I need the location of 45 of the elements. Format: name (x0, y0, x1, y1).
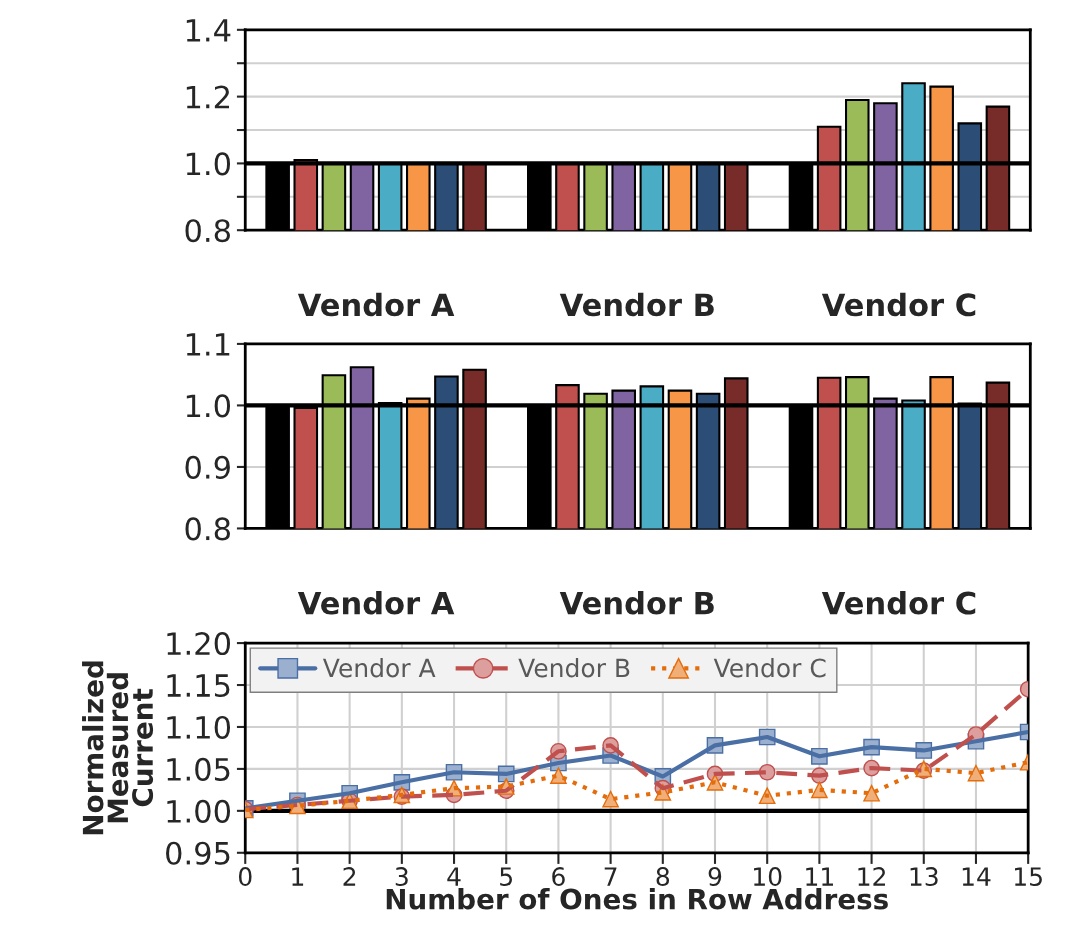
x-tick-label: Vendor A (297, 590, 455, 615)
x-tick-label: 1 (292, 867, 304, 886)
point (602, 790, 619, 808)
x-tick-label: 10 (754, 867, 782, 887)
x-tick-label: Vendor C (821, 590, 976, 615)
x-tick-label: 3 (395, 867, 408, 887)
x-tick-label: 8 (656, 867, 670, 887)
x-tick-label: 12 (858, 867, 885, 886)
x-axis-title: Number of Ones in Row Address (386, 888, 888, 910)
x-tick-label: 15 (1015, 867, 1042, 887)
y-tick-label: 0.8 (185, 219, 230, 243)
y-tick-label: 0.95 (166, 841, 230, 865)
y-tick-label: 0.9 (185, 455, 230, 479)
x-tick-label: 0 (238, 867, 252, 887)
y-tick-label: 1.2 (186, 85, 230, 109)
x-tick-label: 5 (500, 867, 512, 887)
x-tick-label: 6 (552, 867, 565, 887)
point (967, 764, 985, 782)
x-tick-label: Vendor B (559, 590, 714, 615)
point (811, 781, 828, 799)
x-tick-label: 4 (447, 867, 461, 886)
y-tick-label: 1.00 (167, 799, 231, 823)
x-tick-label: 11 (806, 867, 833, 886)
y-tick-label: 1.0 (186, 152, 231, 176)
x-tick-label: 7 (604, 867, 617, 886)
legend-label: Vendor A (322, 658, 436, 678)
y-tick-label: 0.8 (185, 517, 230, 541)
y-tick-label: 1.4 (186, 19, 231, 42)
y-tick-label: 1.0 (186, 394, 231, 418)
x-tick-label: 14 (962, 867, 991, 886)
y-axis-title: Normalized Measured Current (82, 661, 154, 835)
x-tick-label: Vendor B (559, 292, 714, 317)
y-tick-label: 1.05 (167, 757, 230, 781)
legend-label: Vendor C (713, 658, 826, 678)
x-tick-label: Vendor A (297, 292, 455, 317)
x-tick-label: 13 (910, 867, 938, 887)
x-tick-label: 2 (343, 867, 356, 886)
x-tick-label: 9 (708, 867, 722, 887)
legend-label: Vendor B (518, 658, 630, 678)
y-tick-label: 1.15 (167, 674, 230, 698)
y-tick-label: 1.10 (167, 715, 231, 739)
x-tick-label: Vendor C (821, 292, 976, 317)
point (863, 784, 880, 802)
y-tick-label: 1.20 (167, 632, 231, 656)
y-tick-label: 1.1 (186, 333, 230, 356)
